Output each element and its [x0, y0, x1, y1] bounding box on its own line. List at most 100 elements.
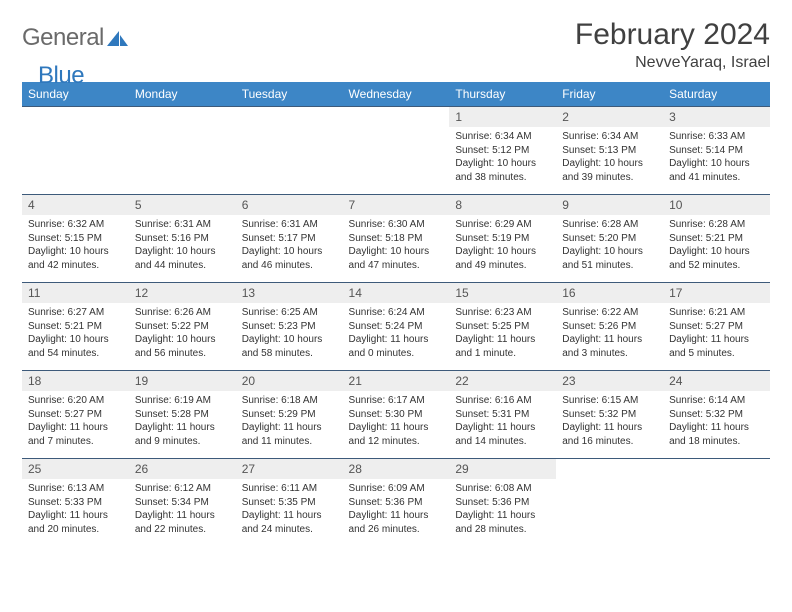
- day-number: 2: [556, 107, 663, 127]
- calendar-empty: [556, 459, 663, 547]
- day-body: Sunrise: 6:29 AMSunset: 5:19 PMDaylight:…: [449, 215, 556, 278]
- day-body: Sunrise: 6:24 AMSunset: 5:24 PMDaylight:…: [343, 303, 450, 366]
- day-number: 9: [556, 195, 663, 215]
- weekday-header-row: SundayMondayTuesdayWednesdayThursdayFrid…: [22, 82, 770, 107]
- day-body: Sunrise: 6:08 AMSunset: 5:36 PMDaylight:…: [449, 479, 556, 542]
- day-number: 7: [343, 195, 450, 215]
- calendar-day: 24Sunrise: 6:14 AMSunset: 5:32 PMDayligh…: [663, 371, 770, 459]
- day-body: Sunrise: 6:30 AMSunset: 5:18 PMDaylight:…: [343, 215, 450, 278]
- calendar-day: 9Sunrise: 6:28 AMSunset: 5:20 PMDaylight…: [556, 195, 663, 283]
- calendar-row: 25Sunrise: 6:13 AMSunset: 5:33 PMDayligh…: [22, 459, 770, 547]
- calendar-empty: [663, 459, 770, 547]
- weekday-header: Saturday: [663, 82, 770, 107]
- day-number: 18: [22, 371, 129, 391]
- day-body: Sunrise: 6:34 AMSunset: 5:13 PMDaylight:…: [556, 127, 663, 190]
- day-number: 21: [343, 371, 450, 391]
- calendar-day: 25Sunrise: 6:13 AMSunset: 5:33 PMDayligh…: [22, 459, 129, 547]
- day-body: Sunrise: 6:09 AMSunset: 5:36 PMDaylight:…: [343, 479, 450, 542]
- day-number: 27: [236, 459, 343, 479]
- calendar-day: 23Sunrise: 6:15 AMSunset: 5:32 PMDayligh…: [556, 371, 663, 459]
- calendar-day: 19Sunrise: 6:19 AMSunset: 5:28 PMDayligh…: [129, 371, 236, 459]
- day-body: Sunrise: 6:22 AMSunset: 5:26 PMDaylight:…: [556, 303, 663, 366]
- day-body: Sunrise: 6:17 AMSunset: 5:30 PMDaylight:…: [343, 391, 450, 454]
- day-number: 17: [663, 283, 770, 303]
- day-number: 20: [236, 371, 343, 391]
- day-body: Sunrise: 6:32 AMSunset: 5:15 PMDaylight:…: [22, 215, 129, 278]
- calendar-day: 18Sunrise: 6:20 AMSunset: 5:27 PMDayligh…: [22, 371, 129, 459]
- day-number: 19: [129, 371, 236, 391]
- calendar-table: SundayMondayTuesdayWednesdayThursdayFrid…: [22, 82, 770, 547]
- day-number: 10: [663, 195, 770, 215]
- day-body: Sunrise: 6:23 AMSunset: 5:25 PMDaylight:…: [449, 303, 556, 366]
- calendar-empty: [129, 107, 236, 195]
- day-number: 8: [449, 195, 556, 215]
- weekday-header: Wednesday: [343, 82, 450, 107]
- day-number: 15: [449, 283, 556, 303]
- day-body: Sunrise: 6:31 AMSunset: 5:16 PMDaylight:…: [129, 215, 236, 278]
- calendar-day: 8Sunrise: 6:29 AMSunset: 5:19 PMDaylight…: [449, 195, 556, 283]
- calendar-day: 10Sunrise: 6:28 AMSunset: 5:21 PMDayligh…: [663, 195, 770, 283]
- day-body: Sunrise: 6:19 AMSunset: 5:28 PMDaylight:…: [129, 391, 236, 454]
- day-body: Sunrise: 6:28 AMSunset: 5:20 PMDaylight:…: [556, 215, 663, 278]
- day-number: 16: [556, 283, 663, 303]
- day-body: Sunrise: 6:31 AMSunset: 5:17 PMDaylight:…: [236, 215, 343, 278]
- sail-icon: [107, 31, 129, 49]
- day-body: Sunrise: 6:11 AMSunset: 5:35 PMDaylight:…: [236, 479, 343, 542]
- brand-part1: General: [22, 24, 104, 52]
- calendar-day: 29Sunrise: 6:08 AMSunset: 5:36 PMDayligh…: [449, 459, 556, 547]
- day-body: Sunrise: 6:33 AMSunset: 5:14 PMDaylight:…: [663, 127, 770, 190]
- day-number: 12: [129, 283, 236, 303]
- day-body: Sunrise: 6:26 AMSunset: 5:22 PMDaylight:…: [129, 303, 236, 366]
- weekday-header: Tuesday: [236, 82, 343, 107]
- calendar-day: 22Sunrise: 6:16 AMSunset: 5:31 PMDayligh…: [449, 371, 556, 459]
- month-title: February 2024: [575, 18, 770, 52]
- day-body: Sunrise: 6:15 AMSunset: 5:32 PMDaylight:…: [556, 391, 663, 454]
- day-body: Sunrise: 6:14 AMSunset: 5:32 PMDaylight:…: [663, 391, 770, 454]
- calendar-day: 26Sunrise: 6:12 AMSunset: 5:34 PMDayligh…: [129, 459, 236, 547]
- calendar-day: 13Sunrise: 6:25 AMSunset: 5:23 PMDayligh…: [236, 283, 343, 371]
- calendar-empty: [22, 107, 129, 195]
- brand-logo: General: [22, 18, 131, 52]
- day-number: 3: [663, 107, 770, 127]
- day-number: 14: [343, 283, 450, 303]
- calendar-day: 12Sunrise: 6:26 AMSunset: 5:22 PMDayligh…: [129, 283, 236, 371]
- header: General February 2024 NevveYaraq, Israel: [22, 18, 770, 72]
- day-number: 13: [236, 283, 343, 303]
- calendar-day: 3Sunrise: 6:33 AMSunset: 5:14 PMDaylight…: [663, 107, 770, 195]
- calendar-empty: [236, 107, 343, 195]
- calendar-row: 1Sunrise: 6:34 AMSunset: 5:12 PMDaylight…: [22, 107, 770, 195]
- day-body: Sunrise: 6:27 AMSunset: 5:21 PMDaylight:…: [22, 303, 129, 366]
- day-number: 11: [22, 283, 129, 303]
- day-number: 26: [129, 459, 236, 479]
- day-number: 5: [129, 195, 236, 215]
- day-body: Sunrise: 6:21 AMSunset: 5:27 PMDaylight:…: [663, 303, 770, 366]
- day-body: Sunrise: 6:13 AMSunset: 5:33 PMDaylight:…: [22, 479, 129, 542]
- calendar-day: 17Sunrise: 6:21 AMSunset: 5:27 PMDayligh…: [663, 283, 770, 371]
- calendar-day: 28Sunrise: 6:09 AMSunset: 5:36 PMDayligh…: [343, 459, 450, 547]
- day-body: Sunrise: 6:25 AMSunset: 5:23 PMDaylight:…: [236, 303, 343, 366]
- day-number: 4: [22, 195, 129, 215]
- calendar-day: 20Sunrise: 6:18 AMSunset: 5:29 PMDayligh…: [236, 371, 343, 459]
- day-body: Sunrise: 6:16 AMSunset: 5:31 PMDaylight:…: [449, 391, 556, 454]
- weekday-header: Friday: [556, 82, 663, 107]
- calendar-day: 16Sunrise: 6:22 AMSunset: 5:26 PMDayligh…: [556, 283, 663, 371]
- calendar-day: 14Sunrise: 6:24 AMSunset: 5:24 PMDayligh…: [343, 283, 450, 371]
- calendar-day: 11Sunrise: 6:27 AMSunset: 5:21 PMDayligh…: [22, 283, 129, 371]
- calendar-day: 4Sunrise: 6:32 AMSunset: 5:15 PMDaylight…: [22, 195, 129, 283]
- day-body: Sunrise: 6:12 AMSunset: 5:34 PMDaylight:…: [129, 479, 236, 542]
- day-number: 23: [556, 371, 663, 391]
- calendar-day: 15Sunrise: 6:23 AMSunset: 5:25 PMDayligh…: [449, 283, 556, 371]
- calendar-row: 11Sunrise: 6:27 AMSunset: 5:21 PMDayligh…: [22, 283, 770, 371]
- day-body: Sunrise: 6:18 AMSunset: 5:29 PMDaylight:…: [236, 391, 343, 454]
- location: NevveYaraq, Israel: [575, 54, 770, 72]
- calendar-day: 21Sunrise: 6:17 AMSunset: 5:30 PMDayligh…: [343, 371, 450, 459]
- calendar-day: 1Sunrise: 6:34 AMSunset: 5:12 PMDaylight…: [449, 107, 556, 195]
- day-number: 29: [449, 459, 556, 479]
- day-number: 28: [343, 459, 450, 479]
- day-number: 24: [663, 371, 770, 391]
- weekday-header: Monday: [129, 82, 236, 107]
- day-body: Sunrise: 6:34 AMSunset: 5:12 PMDaylight:…: [449, 127, 556, 190]
- calendar-empty: [343, 107, 450, 195]
- calendar-day: 27Sunrise: 6:11 AMSunset: 5:35 PMDayligh…: [236, 459, 343, 547]
- brand-part2: Blue: [38, 62, 84, 90]
